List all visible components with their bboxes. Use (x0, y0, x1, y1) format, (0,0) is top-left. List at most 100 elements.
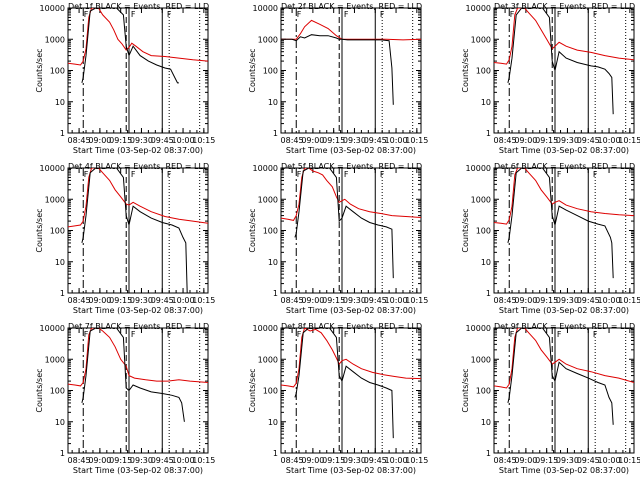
y-tick-label: 10 (481, 98, 491, 107)
x-tick-label: 10:00 (172, 296, 195, 305)
y-tick-label: 100 (50, 387, 65, 396)
detector-panel: Det 7f BLACK = Events, RED = LLD 1 10 100 10… (35, 322, 215, 475)
x-tick-label: 08:45 (494, 296, 517, 305)
x-tick-label: 09:45 (151, 136, 174, 145)
y-tick-label: 100 (476, 227, 491, 236)
detector-panel: Det 8f BLACK = Events, RED = LLD 1 10 100 10… (248, 322, 428, 475)
events-series-line (281, 34, 394, 105)
y-tick-label: 10000 (253, 324, 278, 333)
flag-marker: F (380, 170, 385, 179)
y-tick-label: 1 (60, 289, 65, 298)
x-axis-label: Start Time (03-Sep-02 08:37:00) (499, 306, 629, 315)
chart-title: Det 8f BLACK = Events, RED = LLD (281, 322, 422, 331)
flag-marker: F (131, 330, 136, 339)
x-tick-label: 09:00 (301, 296, 324, 305)
x-tick-label: 10:15 (405, 456, 428, 465)
x-tick-label: 10:00 (598, 136, 621, 145)
y-tick-label: 10000 (466, 4, 491, 13)
x-tick-label: 09:15 (109, 456, 132, 465)
x-tick-label: 09:00 (301, 456, 324, 465)
x-tick-label: 09:45 (364, 136, 387, 145)
x-tick-label: 09:15 (535, 136, 558, 145)
flag-marker: F (510, 10, 515, 19)
x-axis-label: Start Time (03-Sep-02 08:37:00) (73, 466, 203, 475)
y-tick-label: 10 (55, 258, 65, 267)
flag-marker: F (510, 170, 515, 179)
y-tick-label: 10000 (253, 164, 278, 173)
y-tick-label: 1 (60, 449, 65, 458)
y-tick-label: 100 (263, 67, 278, 76)
flag-marker: F (167, 170, 172, 179)
events-series-line (507, 328, 614, 425)
x-tick-label: 10:15 (192, 136, 215, 145)
x-tick-label: 09:30 (343, 456, 366, 465)
lld-series-line (281, 168, 421, 221)
x-tick-label: 09:15 (535, 456, 558, 465)
lld-series-line (68, 168, 208, 228)
plot-frame (280, 7, 422, 134)
y-tick-label: 1 (273, 449, 278, 458)
y-tick-label: 1000 (45, 195, 65, 204)
chart-title: Det 7f BLACK = Events, RED = LLD (68, 322, 209, 331)
detector-panel: Det 4f BLACK = Events, RED = LLD 1 10 100 10… (35, 162, 215, 315)
chart-title: Det 9f BLACK = Events, RED = LLD (494, 322, 635, 331)
y-tick-label: 100 (263, 387, 278, 396)
x-tick-label: 10:00 (598, 456, 621, 465)
y-tick-label: 100 (50, 227, 65, 236)
y-tick-label: 1 (486, 449, 491, 458)
y-tick-label: 1 (60, 129, 65, 138)
chart-title: Det 1f BLACK = Events, RED = LLD (68, 2, 209, 11)
flag-marker: F (297, 330, 302, 339)
y-tick-label: 1 (486, 289, 491, 298)
x-tick-label: 09:15 (109, 136, 132, 145)
x-tick-label: 10:00 (385, 456, 408, 465)
x-tick-label: 09:00 (88, 296, 111, 305)
detector-panel: Det 5f BLACK = Events, RED = LLD 1 10 100 10… (248, 162, 428, 315)
flag-marker: F (84, 170, 89, 179)
x-tick-label: 09:15 (322, 456, 345, 465)
lld-series-line (494, 8, 634, 65)
flag-marker: F (344, 330, 349, 339)
x-tick-label: 10:15 (618, 136, 640, 145)
y-tick-label: 1000 (471, 195, 491, 204)
lld-series-line (494, 168, 634, 225)
x-tick-label: 08:45 (281, 296, 304, 305)
x-tick-label: 09:45 (577, 296, 600, 305)
x-tick-label: 08:45 (68, 136, 91, 145)
x-axis-label: Start Time (03-Sep-02 08:37:00) (73, 146, 203, 155)
y-axis-label: Counts/sec (35, 208, 44, 252)
flag-marker: F (557, 330, 562, 339)
y-tick-label: 10000 (466, 324, 491, 333)
y-axis-label: Counts/sec (248, 48, 257, 92)
flag-marker: F (510, 330, 515, 339)
detector-panel: Det 3f BLACK = Events, RED = LLD 1 10 100 10… (461, 2, 640, 155)
y-tick-label: 1000 (258, 355, 278, 364)
x-tick-label: 08:45 (68, 456, 91, 465)
x-tick-label: 09:15 (535, 296, 558, 305)
x-tick-label: 09:00 (88, 456, 111, 465)
flag-marker: F (380, 10, 385, 19)
y-tick-label: 100 (476, 387, 491, 396)
x-tick-label: 09:00 (88, 136, 111, 145)
x-tick-label: 08:45 (281, 136, 304, 145)
x-tick-label: 08:45 (281, 456, 304, 465)
x-tick-label: 09:30 (130, 136, 153, 145)
y-tick-label: 1 (273, 289, 278, 298)
y-tick-label: 10000 (40, 324, 65, 333)
y-tick-label: 1000 (471, 35, 491, 44)
y-tick-label: 10 (481, 258, 491, 267)
lld-series-line (281, 19, 421, 41)
y-tick-label: 1000 (45, 355, 65, 364)
lld-series-line (494, 328, 634, 389)
y-axis-label: Counts/sec (35, 368, 44, 412)
x-tick-label: 09:45 (151, 456, 174, 465)
x-tick-label: 10:15 (192, 296, 215, 305)
x-tick-label: 10:00 (385, 296, 408, 305)
chart-title: Det 3f BLACK = Events, RED = LLD (494, 2, 635, 11)
x-tick-label: 09:15 (322, 296, 345, 305)
y-tick-label: 10 (481, 418, 491, 427)
flag-marker: F (344, 10, 349, 19)
x-tick-label: 09:30 (343, 296, 366, 305)
flag-marker: F (593, 10, 598, 19)
y-tick-label: 10 (55, 98, 65, 107)
